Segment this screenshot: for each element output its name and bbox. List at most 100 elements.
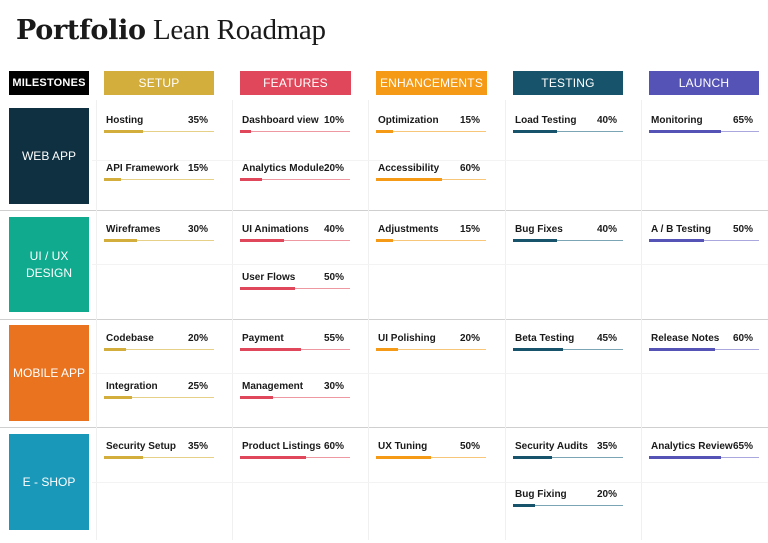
- progress-fill: [240, 396, 273, 399]
- progress-track: [240, 397, 350, 398]
- progress-fill: [104, 130, 143, 133]
- progress-track: [513, 349, 623, 350]
- task-name: Analytics Review: [651, 441, 733, 452]
- progress-fill: [649, 456, 721, 459]
- task-name: Beta Testing: [515, 333, 575, 344]
- task-name: Adjustments: [378, 224, 439, 235]
- task-percent: 40%: [596, 224, 617, 235]
- progress-fill: [513, 504, 535, 507]
- task-item: UI Polishing 20%: [376, 333, 486, 357]
- progress-fill: [376, 456, 431, 459]
- progress-fill: [240, 130, 251, 133]
- task-percent: 60%: [732, 333, 753, 344]
- grid-vline: [96, 100, 97, 540]
- progress-fill: [376, 239, 393, 242]
- task-name: Bug Fixes: [515, 224, 563, 235]
- task-name: API Framework: [106, 163, 179, 174]
- progress-fill: [649, 348, 715, 351]
- phase-header-enhancements: ENHANCEMENTS: [376, 71, 487, 95]
- task-percent: 35%: [187, 441, 208, 452]
- task-item: Bug Fixing 20%: [513, 489, 623, 513]
- task-name: User Flows: [242, 272, 296, 283]
- task-item: Management 30%: [240, 381, 350, 405]
- task-name: Payment: [242, 333, 284, 344]
- progress-fill: [240, 287, 295, 290]
- task-percent: 55%: [323, 333, 344, 344]
- progress-track: [104, 131, 214, 132]
- progress-fill: [649, 239, 704, 242]
- task-percent: 35%: [187, 115, 208, 126]
- progress-fill: [376, 130, 393, 133]
- task-item: UI Animations 40%: [240, 224, 350, 248]
- task-item: Analytics Review 65%: [649, 441, 759, 465]
- task-percent: 45%: [596, 333, 617, 344]
- task-item: Load Testing 40%: [513, 115, 623, 139]
- task-name: Hosting: [106, 115, 144, 126]
- task-item: Payment 55%: [240, 333, 350, 357]
- progress-fill: [240, 178, 262, 181]
- title-bold: Portfolio: [16, 15, 146, 46]
- progress-track: [104, 457, 214, 458]
- task-name: Management: [242, 381, 304, 392]
- progress-fill: [104, 178, 121, 181]
- task-item: Beta Testing 45%: [513, 333, 623, 357]
- task-percent: 30%: [323, 381, 344, 392]
- task-percent: 40%: [323, 224, 344, 235]
- progress-track: [376, 240, 486, 241]
- progress-fill: [649, 130, 721, 133]
- progress-fill: [240, 239, 284, 242]
- milestone-mobile-app: MOBILE APP: [9, 325, 89, 421]
- task-name: UI Animations: [242, 224, 309, 235]
- task-name: Accessibility: [378, 163, 440, 174]
- progress-track: [240, 131, 350, 132]
- task-percent: 65%: [732, 441, 753, 452]
- progress-fill: [104, 348, 126, 351]
- task-name: Analytics Module: [242, 163, 325, 174]
- task-name: Bug Fixing: [515, 489, 567, 500]
- progress-fill: [513, 239, 557, 242]
- task-percent: 20%: [596, 489, 617, 500]
- task-name: Release Notes: [651, 333, 720, 344]
- grid-hline: [92, 160, 768, 161]
- row-divider: [0, 319, 768, 320]
- task-name: Product Listings: [242, 441, 321, 452]
- task-percent: 60%: [459, 163, 480, 174]
- task-percent: 20%: [323, 163, 344, 174]
- grid-hline: [92, 373, 768, 374]
- milestone-ui-ux-design: UI / UX DESIGN: [9, 217, 89, 312]
- progress-fill: [240, 456, 306, 459]
- task-item: Product Listings 60%: [240, 441, 350, 465]
- phase-header-launch: LAUNCH: [649, 71, 759, 95]
- task-item: Accessibility 60%: [376, 163, 486, 187]
- progress-track: [240, 179, 350, 180]
- task-name: Security Audits: [515, 441, 588, 452]
- milestone-e-shop: E - SHOP: [9, 434, 89, 530]
- task-item: Codebase 20%: [104, 333, 214, 357]
- task-item: A / B Testing 50%: [649, 224, 759, 248]
- task-percent: 15%: [459, 115, 480, 126]
- progress-track: [513, 131, 623, 132]
- task-name: Codebase: [106, 333, 154, 344]
- task-percent: 50%: [459, 441, 480, 452]
- progress-fill: [513, 348, 563, 351]
- progress-track: [376, 457, 486, 458]
- progress-fill: [104, 239, 137, 242]
- task-name: UI Polishing: [378, 333, 436, 344]
- title-rest: Lean Roadmap: [152, 14, 326, 46]
- task-percent: 15%: [459, 224, 480, 235]
- task-item: Release Notes 60%: [649, 333, 759, 357]
- task-percent: 15%: [187, 163, 208, 174]
- grid-hline: [92, 264, 768, 265]
- task-name: Monitoring: [651, 115, 703, 126]
- task-item: Monitoring 65%: [649, 115, 759, 139]
- progress-track: [513, 457, 623, 458]
- task-name: Integration: [106, 381, 158, 392]
- progress-fill: [104, 456, 143, 459]
- task-item: Hosting 35%: [104, 115, 214, 139]
- progress-track: [240, 288, 350, 289]
- task-percent: 10%: [323, 115, 344, 126]
- task-name: Load Testing: [515, 115, 577, 126]
- grid-vline: [505, 100, 506, 540]
- task-item: UX Tuning 50%: [376, 441, 486, 465]
- task-percent: 60%: [323, 441, 344, 452]
